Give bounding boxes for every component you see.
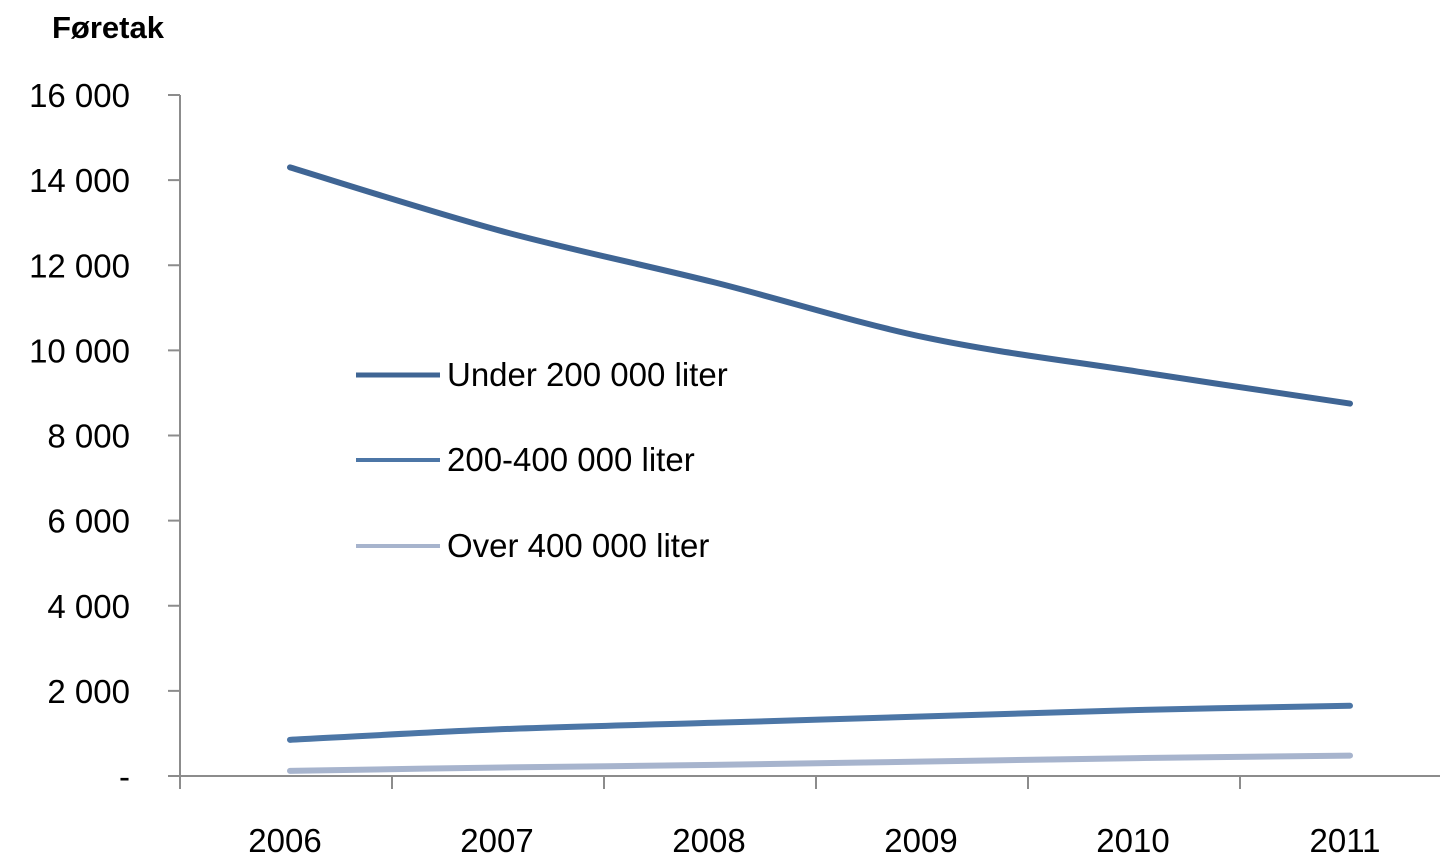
legend: Under 200 000 liter 200-400 000 liter Ov…	[356, 356, 728, 564]
x-tick-label: 2010	[1096, 822, 1169, 854]
y-tick-label: 8 000	[47, 418, 130, 455]
series-lines	[287, 164, 1353, 774]
x-tick-label: 2009	[884, 822, 957, 854]
x-tick-label: 2008	[672, 822, 745, 854]
y-tick-label: -	[119, 758, 130, 795]
x-axis-ticks: 2006 2007 2008 2009 2010 2011	[179, 776, 1381, 854]
series-line-200-400000	[287, 702, 1353, 743]
y-axis-unit-label: Føretak	[52, 10, 165, 45]
y-tick-label: 2 000	[47, 673, 130, 710]
x-tick-label: 2007	[460, 822, 533, 854]
x-tick-label: 2011	[1310, 822, 1381, 854]
y-tick-label: 16 000	[29, 77, 130, 114]
y-tick-label: 6 000	[47, 503, 130, 540]
legend-label-under-200000: Under 200 000 liter	[447, 356, 728, 393]
y-tick-label: 14 000	[29, 162, 130, 199]
y-axis-ticks: - 2 000 4 000 6 000 8 000 10 000 12 000 14 000 1…	[29, 77, 180, 795]
series-line-over-400000	[287, 752, 1353, 774]
y-tick-label: 4 000	[47, 588, 130, 625]
series-line-under-200000	[287, 164, 1353, 407]
y-tick-label: 10 000	[29, 332, 130, 369]
legend-label-200-400000: 200-400 000 liter	[447, 441, 695, 478]
legend-label-over-400000: Over 400 000 liter	[447, 527, 709, 564]
x-tick-label: 2006	[248, 822, 321, 854]
y-tick-label: 12 000	[29, 247, 130, 284]
